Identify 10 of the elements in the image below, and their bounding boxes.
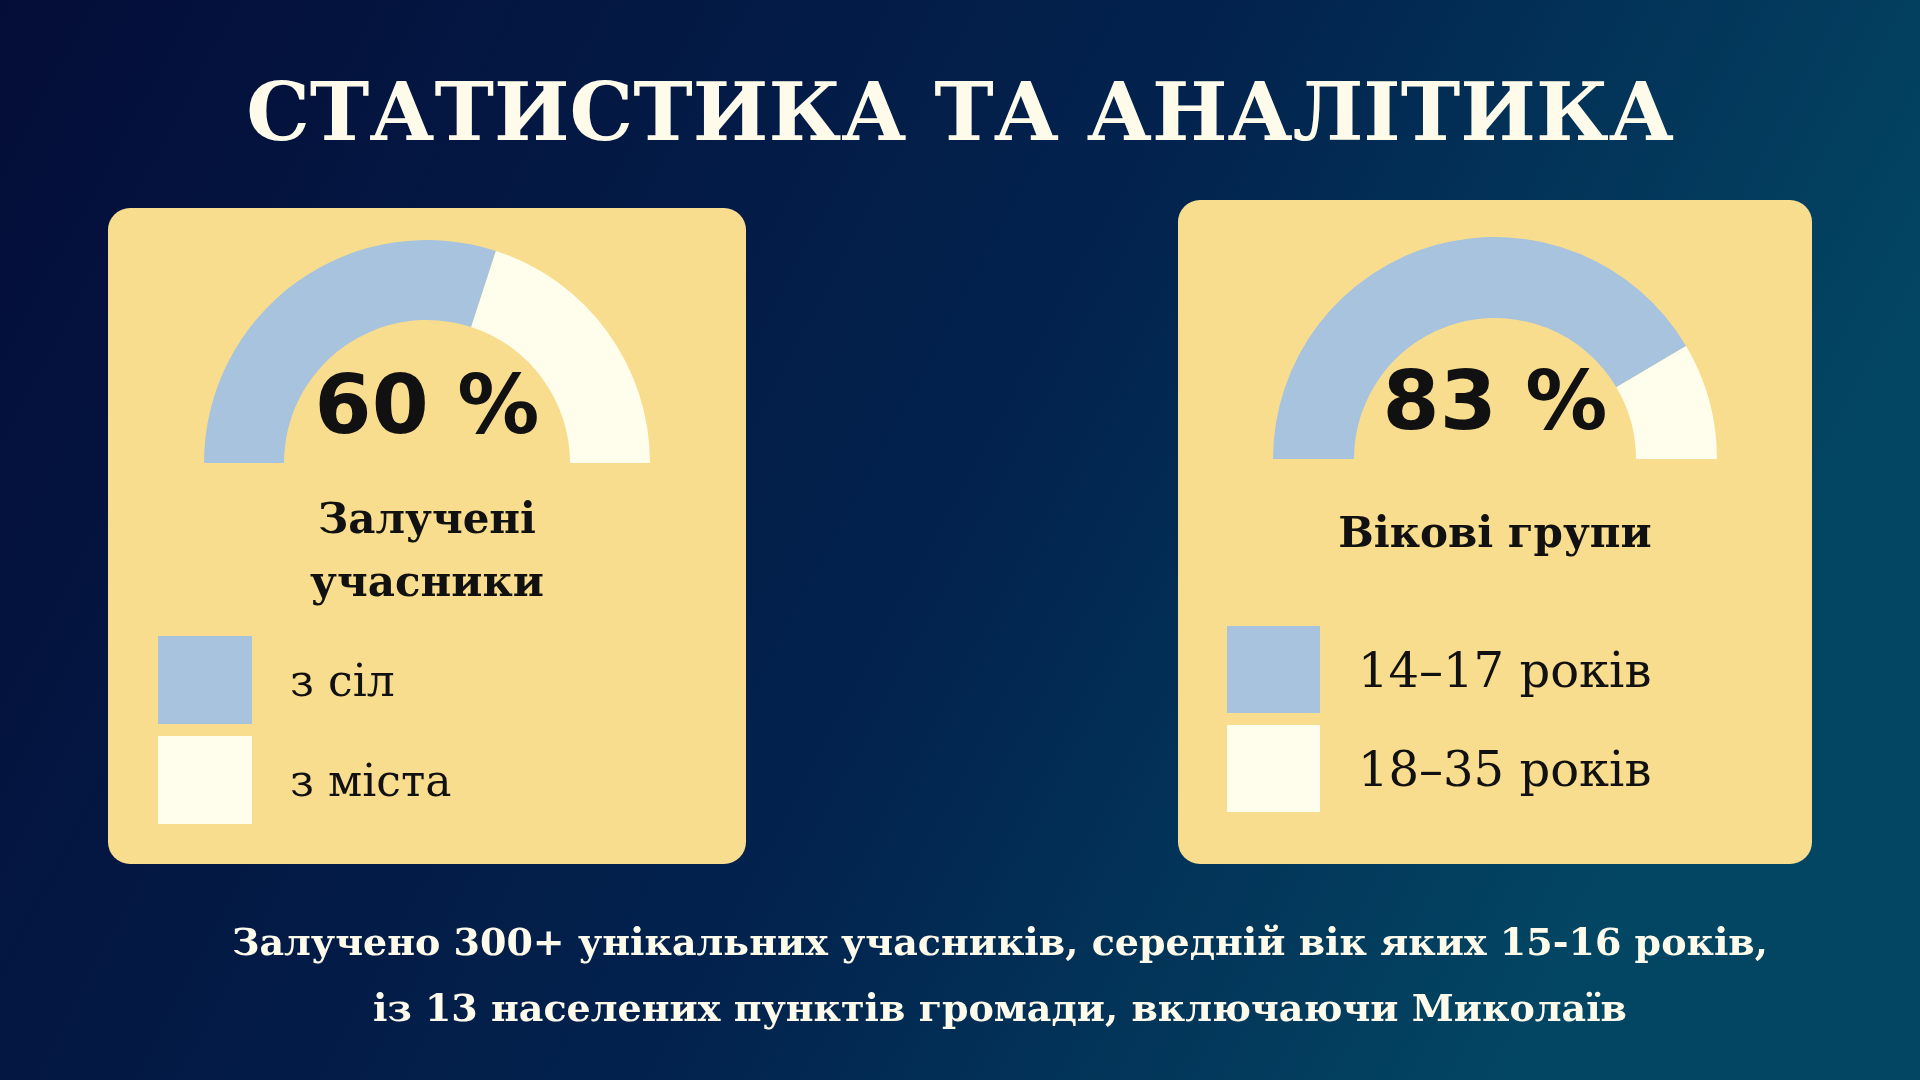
data-label: 60 % [314,357,540,452]
legend-label: з міста [290,754,452,806]
text: Залучено 300+ унікальних учасників, середній вік яких 15-16 років, із 13 населених пунктів громади, включаючи Миколаїв [232,919,1768,1030]
legend-label: 18–35 років [1358,740,1652,797]
legend-label: 14–17 років [1358,641,1652,698]
data-label: 83 % [1382,353,1608,448]
text: Залучені учасники [310,494,544,606]
text: Вікові групи [1338,508,1652,557]
legend-label: з сіл [290,654,395,706]
text: СТАТИСТИКА ТА АНАЛІТИКА [246,65,1674,159]
